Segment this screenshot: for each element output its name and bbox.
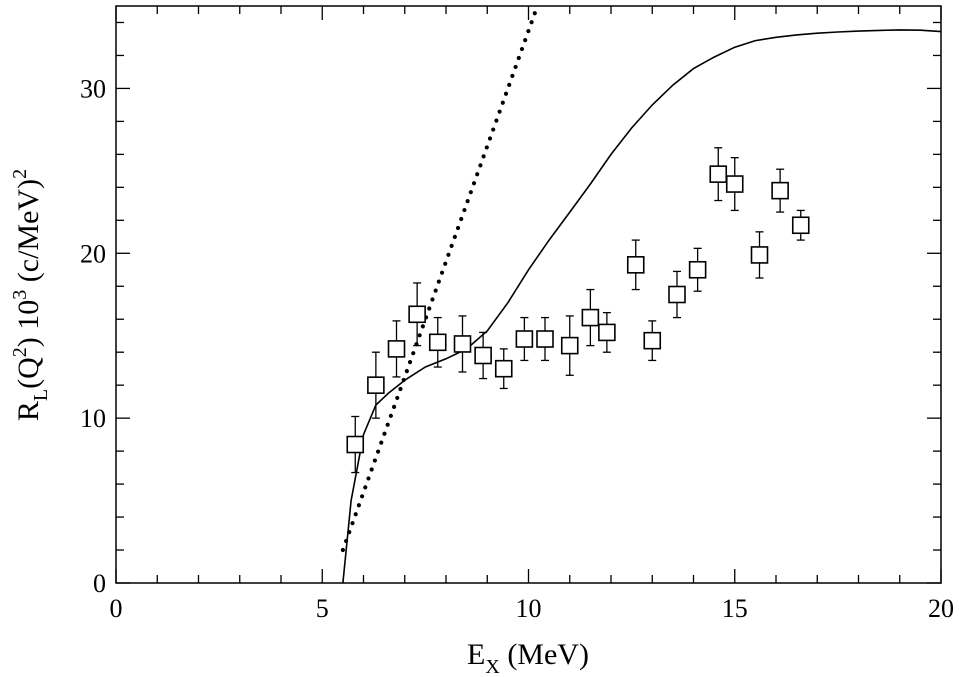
data-point-14 (626, 239, 645, 291)
data-marker (387, 340, 406, 358)
plot-area (340, 6, 941, 583)
data-marker (643, 331, 662, 350)
data-point-22 (791, 209, 810, 241)
data-marker (709, 165, 728, 183)
data-marker (453, 335, 472, 353)
data-marker (346, 435, 365, 454)
data-marker (367, 376, 385, 394)
data-point-9 (515, 316, 534, 362)
y-axis-label-sup3: 3 (9, 290, 31, 300)
data-point-7 (474, 331, 492, 380)
data-marker (598, 323, 616, 342)
x-axis-label-rest: (MeV) (500, 638, 589, 671)
y-axis-label-sup-unit: 2 (9, 169, 31, 179)
series-calculation-dotted (340, 6, 539, 553)
y-axis-label-sub: L (30, 389, 52, 401)
x-tick-label: 15 (722, 594, 748, 623)
data-point-15 (643, 320, 662, 362)
data-point-17 (688, 247, 707, 292)
y-tick-label: 0 (93, 569, 106, 598)
y-axis-label-close: ) 10 (12, 300, 45, 348)
data-marker (771, 181, 789, 200)
data-point-8 (494, 348, 513, 390)
x-axis-label: EX (MeV) (467, 638, 589, 677)
series-data (346, 147, 810, 474)
y-axis-label-open: (Q (12, 357, 45, 389)
data-marker (494, 359, 513, 378)
x-axis-label-sub: X (485, 656, 500, 677)
y-tick-label: 10 (80, 404, 106, 433)
data-marker (626, 256, 645, 274)
y-tick-label: 30 (80, 74, 106, 103)
data-point-3 (387, 320, 406, 378)
data-point-18 (709, 147, 728, 202)
data-point-6 (453, 315, 472, 373)
data-marker (688, 260, 707, 279)
y-axis-label-unit: (c/MeV) (12, 179, 45, 290)
y-axis-label-sup2: 2 (9, 347, 31, 357)
data-marker (536, 330, 554, 348)
data-marker (750, 246, 769, 264)
data-point-13 (598, 311, 616, 353)
data-point-11 (560, 315, 579, 376)
y-axis-label-r: R (12, 401, 45, 421)
data-point-4 (408, 282, 426, 347)
data-point-10 (536, 316, 554, 362)
data-point-2 (367, 351, 385, 419)
data-point-19 (725, 157, 744, 212)
series-calculation-solid (342, 29, 941, 583)
data-marker (791, 216, 810, 235)
data-point-16 (668, 270, 686, 319)
y-tick-label: 20 (80, 239, 106, 268)
data-point-5 (428, 316, 447, 368)
x-axis-label-main: E (467, 638, 485, 671)
data-point-1 (346, 415, 365, 474)
x-tick-label: 5 (316, 594, 329, 623)
data-point-20 (750, 231, 769, 279)
x-tick-label: 20 (928, 594, 954, 623)
y-axis-label: RL(Q2) 103 (c/MeV)2 (9, 169, 52, 421)
curves-group (340, 6, 941, 583)
data-marker (408, 305, 426, 324)
data-marker (560, 336, 579, 355)
data-marker (668, 285, 686, 304)
data-marker (474, 346, 492, 365)
data-point-12 (581, 288, 600, 347)
data-point-21 (771, 168, 789, 213)
data-marker (428, 333, 447, 352)
axis-ticks: 0 5 10 15 20 0 10 20 30 (80, 6, 954, 623)
data-marker (725, 175, 744, 193)
data-marker (515, 330, 534, 348)
x-tick-label: 0 (110, 594, 123, 623)
x-tick-label: 10 (516, 594, 542, 623)
data-marker (581, 308, 600, 327)
